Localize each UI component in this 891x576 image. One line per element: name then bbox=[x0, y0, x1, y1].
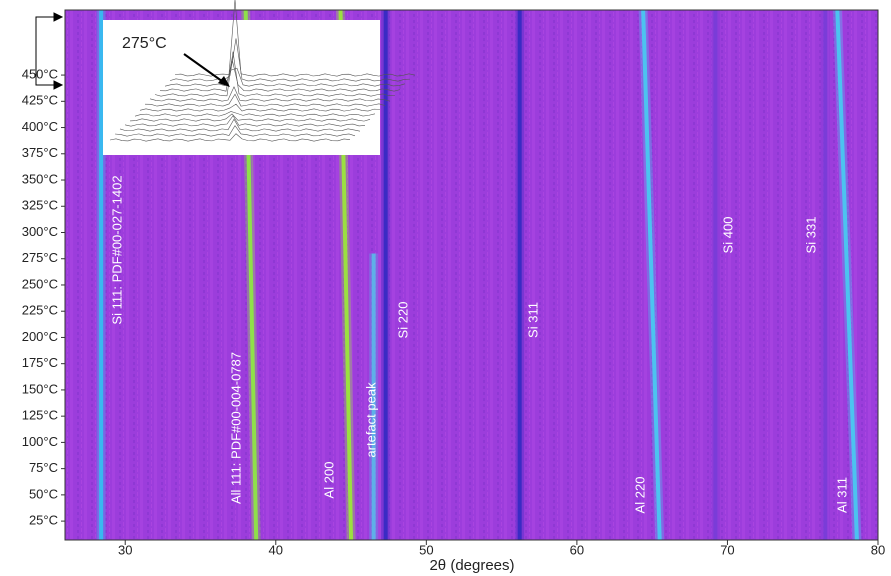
page: {"chart_data": {"type": "peak-map", "x_l… bbox=[0, 0, 891, 576]
y-tick-label: 125°C bbox=[22, 408, 58, 423]
y-tick-label: 325°C bbox=[22, 198, 58, 213]
y-tick-label: 100°C bbox=[22, 434, 58, 449]
y-tick-label: 250°C bbox=[22, 276, 58, 291]
x-axis-label: 2θ (degrees) bbox=[429, 557, 514, 574]
x-tick-label: 30 bbox=[118, 542, 132, 557]
x-tick-label: 50 bbox=[419, 542, 433, 557]
y-tick-label: 225°C bbox=[22, 303, 58, 318]
peak-label: artefact peak bbox=[363, 382, 378, 458]
y-tick-label: 300°C bbox=[22, 224, 58, 239]
chart: Si 111: PDF#00-027-1402 All 111: PDF#00-0… bbox=[0, 0, 891, 576]
y-tick-label: 425°C bbox=[22, 93, 58, 108]
x-tick-label: 70 bbox=[720, 542, 734, 557]
peak-label: Si 111: PDF#00-027-1402 bbox=[109, 175, 124, 324]
x-tick-label: 80 bbox=[871, 542, 885, 557]
inset: 275°C bbox=[103, 0, 415, 155]
y-tick-label: 275°C bbox=[22, 250, 58, 265]
y-tick-label: 400°C bbox=[22, 119, 58, 134]
peak-label: Si 331 bbox=[803, 217, 818, 254]
peak-label: Si 220 bbox=[395, 302, 410, 339]
inset-label: 275°C bbox=[122, 35, 167, 52]
y-tick-label: 175°C bbox=[22, 355, 58, 370]
y-tick-label: 50°C bbox=[29, 486, 58, 501]
peak-label: Al 311 bbox=[834, 477, 849, 513]
peak-label: Si 311 bbox=[525, 302, 540, 338]
y-tick-label: 350°C bbox=[22, 171, 58, 186]
y-tick-label: 200°C bbox=[22, 329, 58, 344]
y-tick-label: 75°C bbox=[29, 460, 58, 475]
peak-label: Si 400 bbox=[720, 217, 735, 254]
peak-label: All 111: PDF#00-004-0787 bbox=[228, 352, 243, 504]
x-tick-label: 40 bbox=[269, 542, 283, 557]
y-tick-label: 150°C bbox=[22, 381, 58, 396]
y-tick-label: 450°C bbox=[22, 67, 58, 82]
x-tick-label: 60 bbox=[570, 542, 584, 557]
y-tick-label: 25°C bbox=[29, 513, 58, 528]
y-tick-label: 375°C bbox=[22, 145, 58, 160]
peak-label: Al 220 bbox=[632, 477, 647, 514]
peak-label: Al 200 bbox=[321, 462, 336, 499]
